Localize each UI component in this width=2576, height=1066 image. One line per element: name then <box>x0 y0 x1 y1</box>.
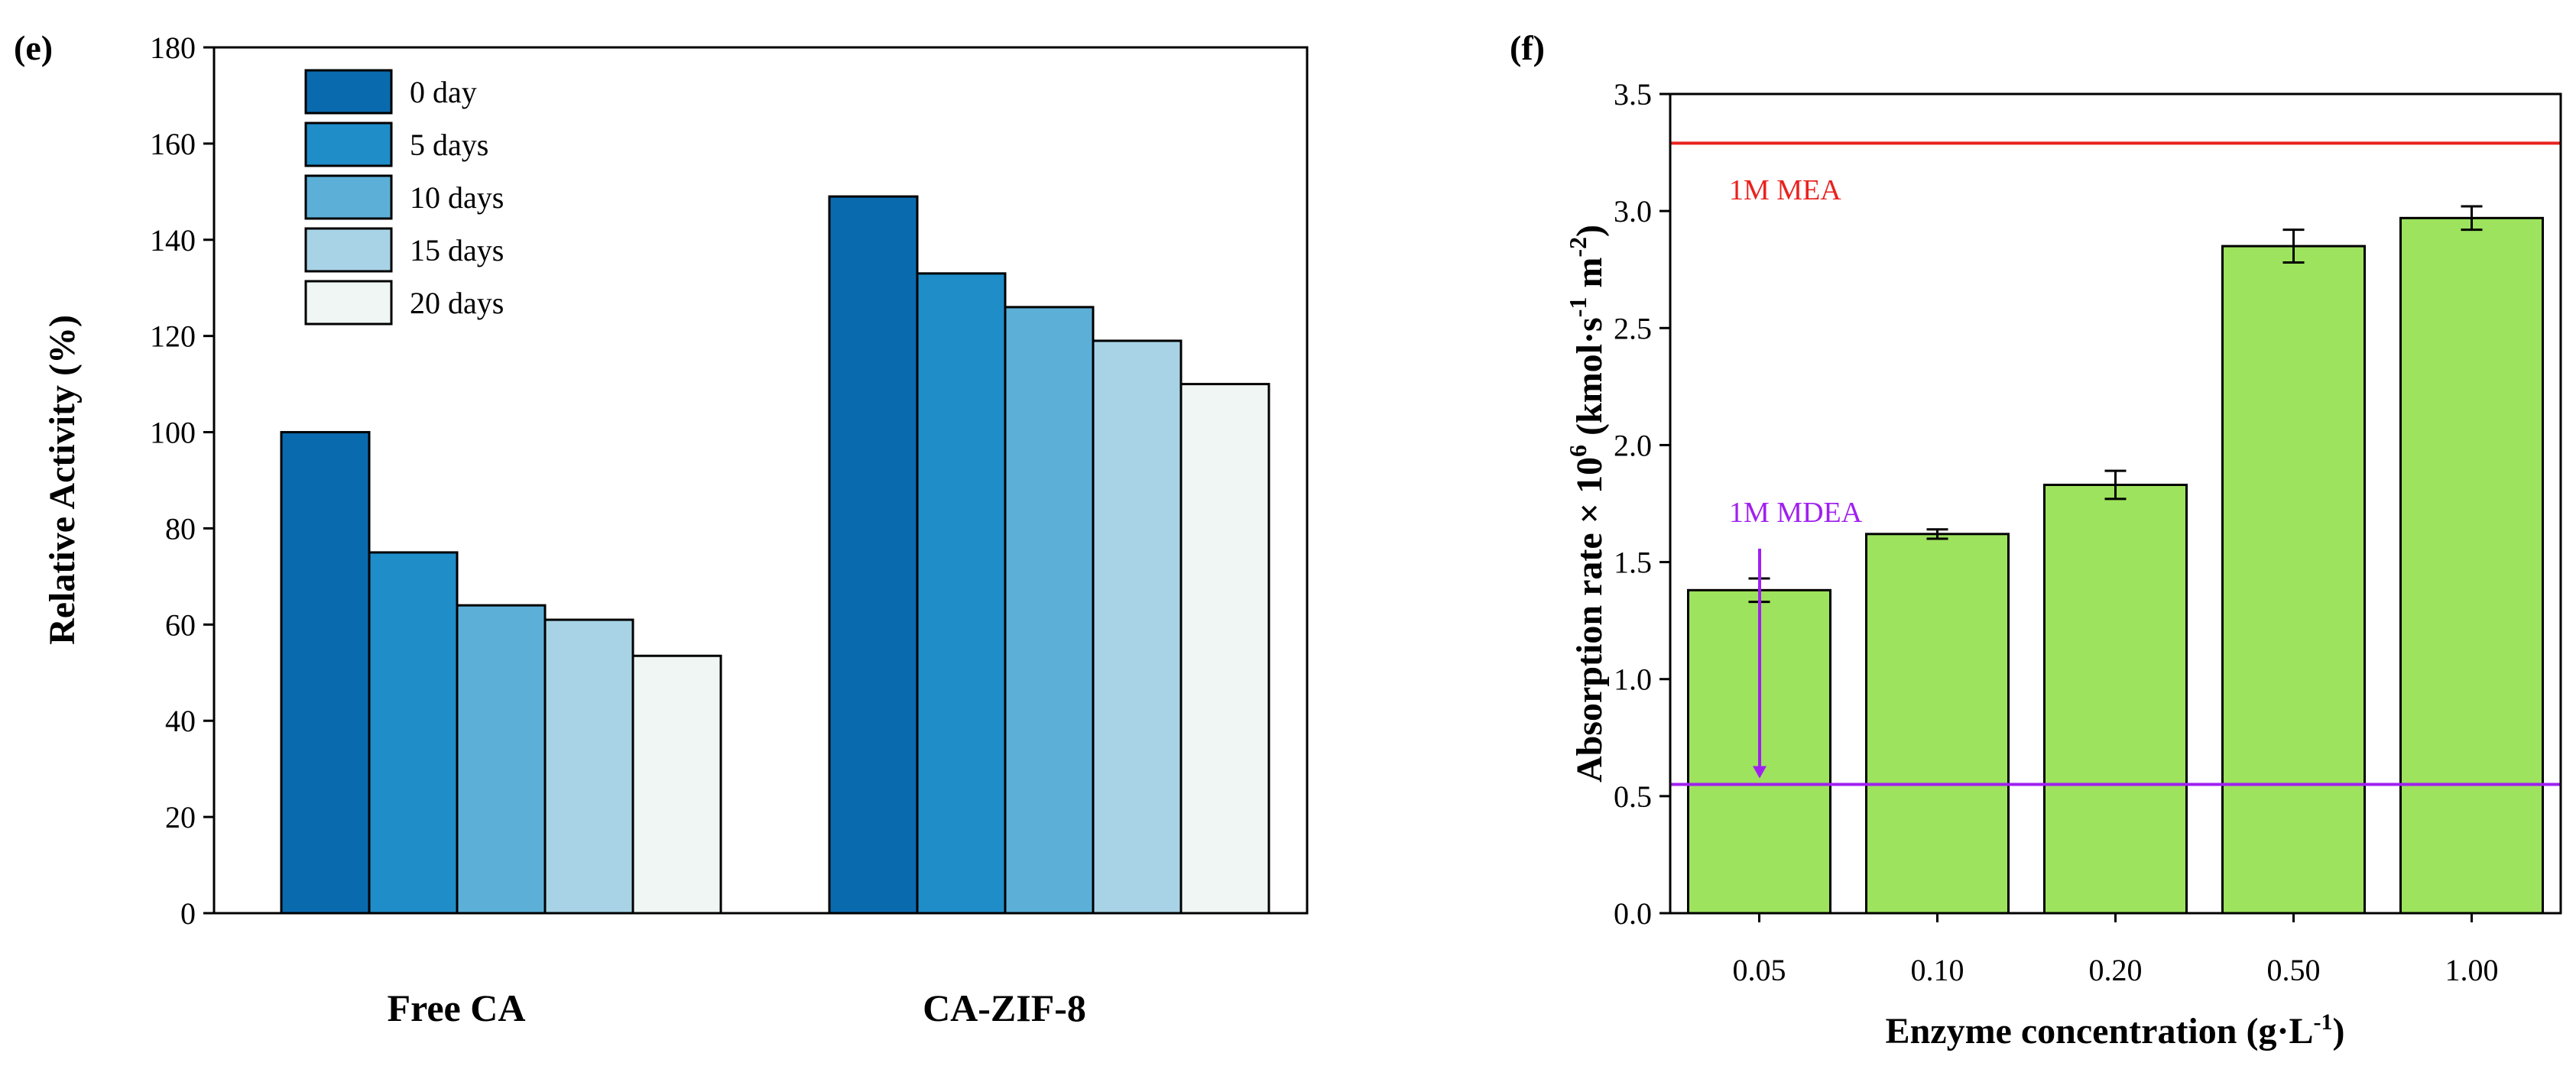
legend-label-15-days: 15 days <box>410 233 504 267</box>
panel-f-x-ticks: 0.05 0.10 0.20 0.50 1.00 <box>1733 913 2499 987</box>
error-bar-0.20 <box>2104 469 2127 501</box>
panel-f-bars <box>1687 205 2544 915</box>
bar-0.20 <box>2043 483 2188 915</box>
legend-swatch-0-day <box>304 69 393 115</box>
x-tick-label: 1.00 <box>2445 953 2499 987</box>
y-tick-label: 1.0 <box>1614 663 1652 697</box>
legend-swatch-10-days <box>304 174 393 220</box>
y-tick-label: 1.5 <box>1614 546 1652 580</box>
panel-e-category-labels: Free CA CA-ZIF-8 <box>388 987 1086 1029</box>
y-tick-label: 120 <box>150 319 196 354</box>
bar-ca-zif-8-10-days <box>1004 306 1095 915</box>
error-bar-0.50 <box>2282 228 2305 264</box>
legend-label-0-day: 0 day <box>410 75 477 109</box>
panel-e-plot-frame <box>213 46 1309 915</box>
legend-label-20-days: 20 days <box>410 286 504 320</box>
legend-swatch-15-days <box>304 227 393 273</box>
panel-e-y-axis-title: Relative Activity (%) <box>42 315 83 645</box>
bar-0.50 <box>2221 245 2366 915</box>
y-tick-label: 3.5 <box>1614 77 1652 112</box>
y-tick-label: 0.5 <box>1614 779 1652 814</box>
mdea-reference-label: 1M MDEA <box>1729 497 1863 529</box>
bar-free-ca-15-days <box>543 618 634 915</box>
panel-f-reference-lines: 1M MEA 1M MDEA <box>1670 141 2561 786</box>
x-tick-label: 0.10 <box>1911 953 1964 987</box>
legend-swatch-5-days <box>304 122 393 167</box>
bar-0.10 <box>1865 533 2010 915</box>
bar-ca-zif-8-15-days <box>1092 339 1183 915</box>
panel-f-x-axis-title-close: ) <box>2332 1011 2344 1051</box>
panel-e-y-ticks: 0 20 40 60 80 100 120 140 160 180 <box>150 31 214 931</box>
bar-1.00 <box>2399 216 2544 915</box>
panel-f-y-axis-title-sup2: -1 <box>1564 297 1591 318</box>
panel-f-x-axis-title: Enzyme concentration (g·L-1) <box>1886 1009 2345 1051</box>
panel-f-y-ticks: 0.0 0.5 1.0 1.5 2.0 2.5 3.0 3.5 <box>1614 77 1670 931</box>
y-tick-label: 0 <box>180 896 196 931</box>
x-tick-label: 0.05 <box>1733 953 1786 987</box>
panel-f-x-axis-title-sup: -1 <box>2313 1009 2332 1035</box>
bar-free-ca-5-days <box>368 551 459 915</box>
x-tick-label: 0.50 <box>2267 953 2321 987</box>
panel-f-y-axis-title-a: Absorption rate × 10 <box>1569 457 1610 782</box>
bar-free-ca-10-days <box>456 604 547 915</box>
bar-free-ca-0-day <box>280 431 371 915</box>
panel-f-x-axis-title-main: Enzyme concentration (g·L <box>1886 1011 2314 1051</box>
legend-swatch-20-days <box>304 280 393 326</box>
y-tick-label: 140 <box>150 223 196 258</box>
panel-f-y-axis-title-sup3: -2 <box>1564 237 1591 258</box>
category-label: CA-ZIF-8 <box>923 987 1086 1029</box>
panel-e-label: (e) <box>14 28 53 67</box>
y-tick-label: 180 <box>150 31 196 65</box>
y-tick-label: 0.0 <box>1614 896 1652 931</box>
error-bar-1.00 <box>2461 205 2483 232</box>
panel-f-y-axis-title-d: ) <box>1569 225 1610 237</box>
mdea-arrow-head <box>1753 766 1767 779</box>
y-tick-label: 100 <box>150 416 196 450</box>
y-tick-label: 2.0 <box>1614 428 1652 462</box>
y-tick-label: 80 <box>165 511 196 546</box>
panel-e-legend: 0 day 5 days 10 days 15 days 20 days <box>304 69 504 326</box>
x-tick-label: 0.20 <box>2089 953 2143 987</box>
panel-f-y-axis-title: Absorption rate × 106 (kmol·s-1 m-2) <box>1564 225 1610 782</box>
panel-f-y-axis-title-c: m <box>1569 258 1610 297</box>
category-label: Free CA <box>388 987 526 1029</box>
y-tick-label: 160 <box>150 127 196 161</box>
bar-ca-zif-8-20-days <box>1179 383 1270 915</box>
panel-e: (e) 0 20 40 60 80 100 120 140 160 180 0 day 5 days… <box>14 28 1309 1029</box>
panel-f: (f) 0.0 0.5 1.0 1.5 2.0 2.5 3.0 3.5 1M MEA 1M MD… <box>1510 28 2562 1051</box>
y-tick-label: 60 <box>165 608 196 642</box>
y-tick-label: 40 <box>165 704 196 738</box>
panel-f-y-axis-title-sup1: 6 <box>1564 445 1591 457</box>
bar-ca-zif-8-5-days <box>916 272 1007 915</box>
mea-reference-label: 1M MEA <box>1729 174 1841 206</box>
error-bar-0.10 <box>1926 528 1948 540</box>
y-tick-label: 2.5 <box>1614 311 1652 345</box>
bar-free-ca-20-days <box>631 654 722 915</box>
y-tick-label: 20 <box>165 800 196 834</box>
y-tick-label: 3.0 <box>1614 194 1652 228</box>
legend-label-5-days: 5 days <box>410 128 488 162</box>
panel-f-label: (f) <box>1510 28 1545 67</box>
legend-label-10-days: 10 days <box>410 180 504 215</box>
bar-ca-zif-8-0-day <box>828 195 919 915</box>
panel-f-y-axis-title-b: (kmol·s <box>1569 317 1610 445</box>
